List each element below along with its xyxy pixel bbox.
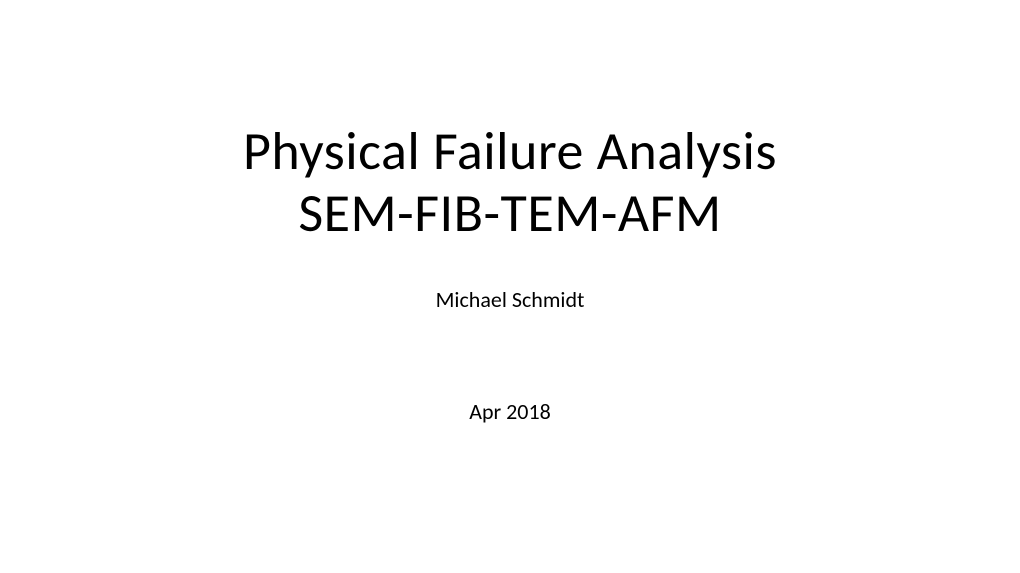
date: Apr 2018 <box>469 398 551 425</box>
title-line-1: Physical Failure Analysis <box>243 120 777 182</box>
title-block: Physical Failure Analysis SEM-FIB-TEM-AF… <box>243 120 777 244</box>
author: Michael Schmidt <box>436 286 585 313</box>
title-line-2: SEM-FIB-TEM-AFM <box>243 182 777 244</box>
